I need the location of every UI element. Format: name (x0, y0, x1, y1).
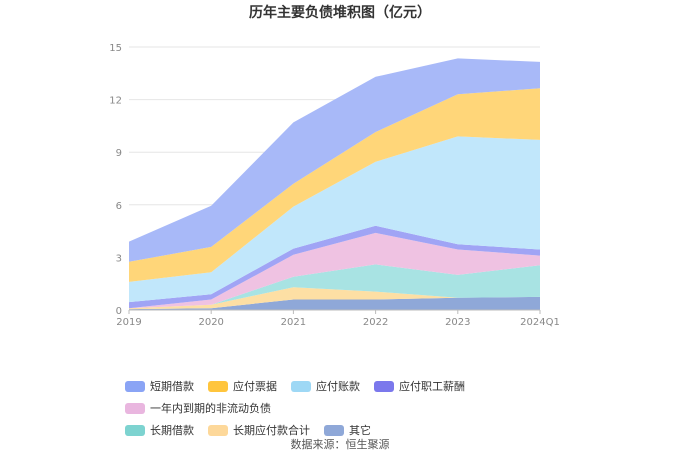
legend-swatch (125, 402, 145, 414)
area-series-1 (129, 287, 540, 310)
legend-item[interactable]: 长期借款 (125, 422, 194, 438)
legend-label: 长期借款 (150, 424, 194, 437)
legend: 短期借款 应付票据 应付账款 应付职工薪酬一年内到期的非流动负债 长期借款 长期应付款合… (125, 378, 595, 444)
y-tick-label: 15 (109, 43, 122, 54)
y-tick-label: 0 (116, 306, 122, 317)
data-source: 数据来源：恒生聚源 (290, 438, 390, 451)
x-tick-label: 2021 (281, 317, 306, 328)
y-tick-label: 9 (116, 148, 122, 159)
legend-item[interactable]: 应付账款 (291, 378, 360, 394)
legend-item[interactable]: 应付票据 (208, 378, 277, 394)
stacked-area-chart: 0 3 6 9 12 15 2019 2020 2021 2022 2023 2024Q1 (109, 43, 560, 328)
legend-item[interactable]: 应付职工薪酬 (374, 378, 465, 394)
area-series-4 (129, 225, 540, 309)
legend-label: 其它 (349, 424, 371, 437)
chart-title: 历年主要负债堆积图（亿元） (249, 5, 431, 21)
legend-row-2: 长期借款 长期应付款合计 其它 (125, 422, 595, 444)
area-series-7 (129, 58, 540, 262)
legend-row-1: 短期借款 应付票据 应付账款 应付职工薪酬一年内到期的非流动负债 (125, 378, 595, 422)
area-series-6 (129, 88, 540, 282)
legend-swatch (291, 380, 311, 392)
area-series-2 (129, 264, 540, 309)
x-tick-label: 2022 (363, 317, 388, 328)
legend-swatch (125, 380, 145, 392)
legend-label: 一年内到期的非流动负债 (150, 402, 271, 415)
y-tick-label: 6 (116, 201, 122, 212)
area-series-0 (129, 296, 540, 310)
legend-label: 应付票据 (233, 380, 277, 393)
legend-swatch (125, 424, 145, 436)
legend-label: 长期应付款合计 (233, 424, 310, 437)
legend-swatch (208, 380, 228, 392)
legend-swatch (208, 424, 228, 436)
x-tick-label: 2023 (445, 317, 470, 328)
legend-swatch (324, 424, 344, 436)
legend-label: 应付账款 (316, 380, 360, 393)
area-series-5 (129, 136, 540, 303)
legend-swatch (374, 380, 394, 392)
y-axis-ticks: 0 3 6 9 12 15 (109, 43, 122, 317)
area-series (129, 58, 540, 310)
x-tick-label: 2019 (116, 317, 141, 328)
x-axis-ticks: 2019 2020 2021 2022 2023 2024Q1 (116, 310, 560, 328)
y-tick-label: 3 (116, 253, 122, 264)
x-tick-label: 2024Q1 (520, 317, 560, 328)
legend-label: 短期借款 (150, 380, 194, 393)
legend-item[interactable]: 长期应付款合计 (208, 422, 310, 438)
legend-item[interactable]: 短期借款 (125, 378, 194, 394)
x-tick-label: 2020 (198, 317, 223, 328)
legend-item[interactable]: 一年内到期的非流动负债 (125, 400, 271, 416)
legend-item[interactable]: 其它 (324, 422, 371, 438)
legend-label: 应付职工薪酬 (399, 380, 465, 393)
y-tick-label: 12 (109, 96, 122, 107)
area-series-3 (129, 232, 540, 309)
